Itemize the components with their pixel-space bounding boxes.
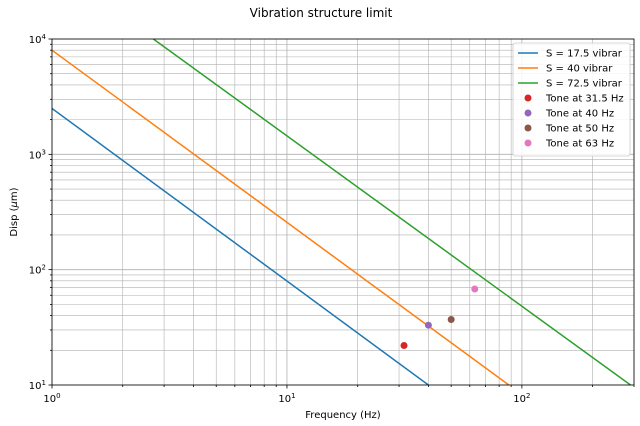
x-tick-base: 10	[278, 394, 291, 405]
y-tick-exponent: 4	[42, 33, 47, 41]
legend-box	[512, 42, 631, 157]
y-tick-exponent: 3	[42, 148, 46, 156]
legend: S = 17.5 vibrar S = 40 vibrar S = 72.5 vib…	[512, 42, 631, 157]
legend-label: Tone at 63 Hz	[545, 139, 614, 150]
y-tick-base: 10	[29, 150, 42, 161]
x-tick-exponent: 0	[56, 392, 60, 400]
legend-label: Tone at 50 Hz	[545, 124, 614, 135]
series-line-3	[152, 39, 631, 385]
y-axis-label-prefix: Disp (	[9, 207, 20, 236]
legend-marker	[524, 109, 532, 117]
chart-title: Vibration structure limit	[250, 6, 393, 20]
y-tick-exponent: 2	[42, 264, 46, 272]
tone-point-4	[400, 342, 408, 350]
y-axis-label-mu: μ	[9, 201, 20, 208]
x-tick-label: 100	[43, 392, 60, 405]
y-tick-label: 103	[29, 148, 46, 161]
tone-point-5	[424, 321, 432, 329]
tone-point-6	[447, 315, 455, 323]
legend-marker	[524, 139, 532, 147]
tone-point-7	[471, 285, 479, 293]
y-tick-base: 10	[29, 266, 42, 277]
y-tick-label: 101	[29, 379, 46, 392]
y-tick-label: 104	[29, 33, 47, 46]
x-tick-exponent: 1	[291, 392, 295, 400]
y-axis-label-suffix: m)	[9, 187, 20, 201]
legend-label: S = 72.5 vibrar	[546, 79, 623, 90]
y-axis-label: Disp (μm)	[9, 187, 20, 236]
legend-label: Tone at 40 Hz	[545, 109, 614, 120]
series-line-1	[52, 107, 429, 385]
series-line-2	[52, 49, 510, 385]
plot-frame	[51, 38, 635, 386]
y-tick-base: 10	[29, 381, 42, 392]
legend-label: Tone at 31.5 Hz	[545, 94, 624, 105]
y-tick-exponent: 1	[42, 379, 46, 387]
legend-label: S = 17.5 vibrar	[546, 49, 623, 60]
x-axis-label: Frequency (Hz)	[305, 410, 381, 421]
x-tick-base: 10	[513, 394, 526, 405]
x-tick-exponent: 2	[526, 392, 530, 400]
legend-marker	[524, 124, 532, 132]
x-tick-base: 10	[43, 394, 56, 405]
legend-label: S = 40 vibrar	[546, 64, 613, 75]
y-tick-base: 10	[29, 35, 42, 46]
plot-area	[52, 39, 631, 385]
y-tick-label: 102	[29, 264, 46, 277]
legend-marker	[524, 94, 532, 102]
x-tick-label: 102	[513, 392, 530, 405]
x-tick-label: 101	[278, 392, 295, 405]
series-group	[52, 39, 631, 385]
